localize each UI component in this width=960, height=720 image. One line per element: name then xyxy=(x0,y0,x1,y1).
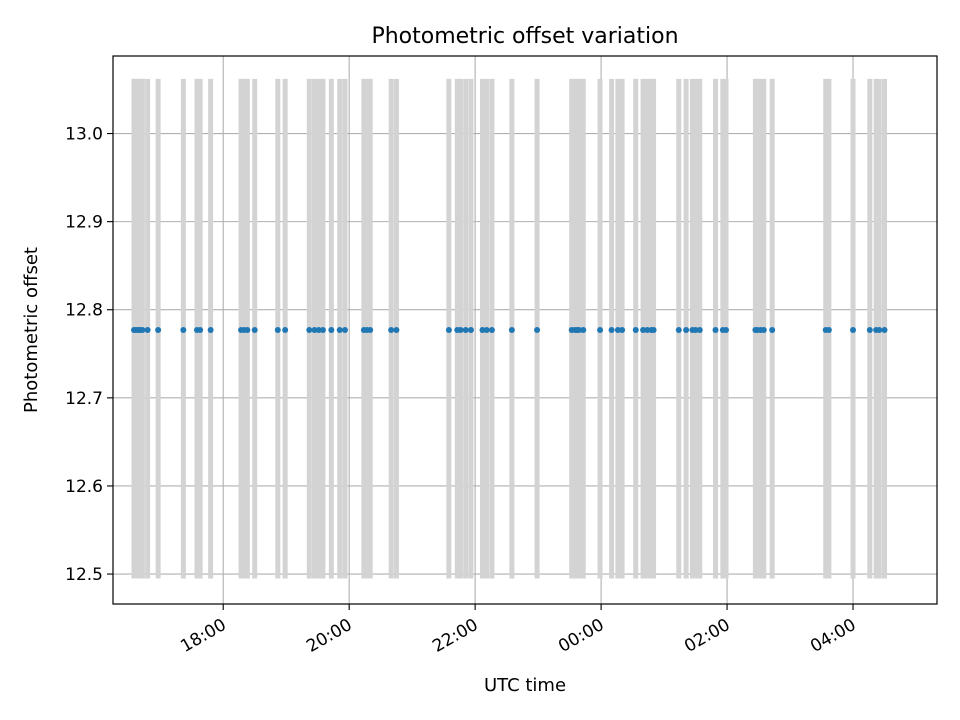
data-point xyxy=(760,327,767,333)
data-point xyxy=(580,327,587,333)
plot-area xyxy=(112,55,938,605)
data-point xyxy=(180,327,187,333)
data-point xyxy=(274,327,281,333)
data-point xyxy=(144,327,151,333)
data-point xyxy=(483,327,490,333)
data-point xyxy=(508,327,515,333)
data-point xyxy=(315,327,322,333)
y-tick-label: 12.8 xyxy=(65,301,103,321)
plot-background xyxy=(113,56,937,604)
data-point xyxy=(712,327,719,333)
data-point xyxy=(207,327,214,333)
data-point xyxy=(866,327,873,333)
data-point xyxy=(597,327,604,333)
data-point xyxy=(282,327,289,333)
data-point xyxy=(388,327,395,333)
data-point xyxy=(251,327,258,333)
data-point xyxy=(306,327,313,333)
x-axis-label: UTC time xyxy=(484,675,566,696)
data-point xyxy=(675,327,682,333)
y-tick-label: 13.0 xyxy=(65,125,103,145)
y-tick-label: 12.9 xyxy=(65,213,103,233)
data-point xyxy=(341,327,348,333)
y-tick-label: 12.7 xyxy=(65,389,103,409)
data-point xyxy=(336,327,343,333)
grid xyxy=(113,56,937,604)
plot-frame xyxy=(112,55,938,605)
data-point xyxy=(769,327,776,333)
data-point xyxy=(445,327,452,333)
y-axis: 12.5 12.6 12.7 12.8 12.9 13.0 xyxy=(65,125,113,585)
data-point xyxy=(488,327,495,333)
data-point xyxy=(197,327,204,333)
data-point xyxy=(614,327,621,333)
data-point xyxy=(319,327,326,333)
chart-title: Photometric offset variation xyxy=(371,24,678,49)
data-point xyxy=(311,327,318,333)
data-point xyxy=(608,327,615,333)
data-point xyxy=(462,327,469,333)
data-point xyxy=(850,327,857,333)
data-point xyxy=(534,327,541,333)
data-point xyxy=(696,327,703,333)
y-tick-label: 12.5 xyxy=(65,565,103,585)
data-point xyxy=(155,327,162,333)
data-point xyxy=(723,327,730,333)
data-point xyxy=(619,327,626,333)
data-point xyxy=(650,327,657,333)
data-point xyxy=(825,327,832,333)
data-point xyxy=(467,327,474,333)
data-point xyxy=(576,327,583,333)
data-point xyxy=(632,327,639,333)
data-point xyxy=(876,327,883,333)
data-point xyxy=(881,327,888,333)
data-points xyxy=(130,327,888,333)
y-tick-label: 12.6 xyxy=(65,477,103,497)
data-point xyxy=(644,327,651,333)
data-point xyxy=(683,327,690,333)
y-axis-label: Photometric offset xyxy=(21,247,42,413)
data-point xyxy=(457,327,464,333)
data-point xyxy=(393,327,400,333)
data-point xyxy=(244,327,251,333)
data-point xyxy=(139,327,146,333)
data-point xyxy=(640,327,647,333)
data-point xyxy=(692,327,699,333)
data-point xyxy=(479,327,486,333)
data-point xyxy=(328,327,335,333)
data-point xyxy=(367,327,374,333)
